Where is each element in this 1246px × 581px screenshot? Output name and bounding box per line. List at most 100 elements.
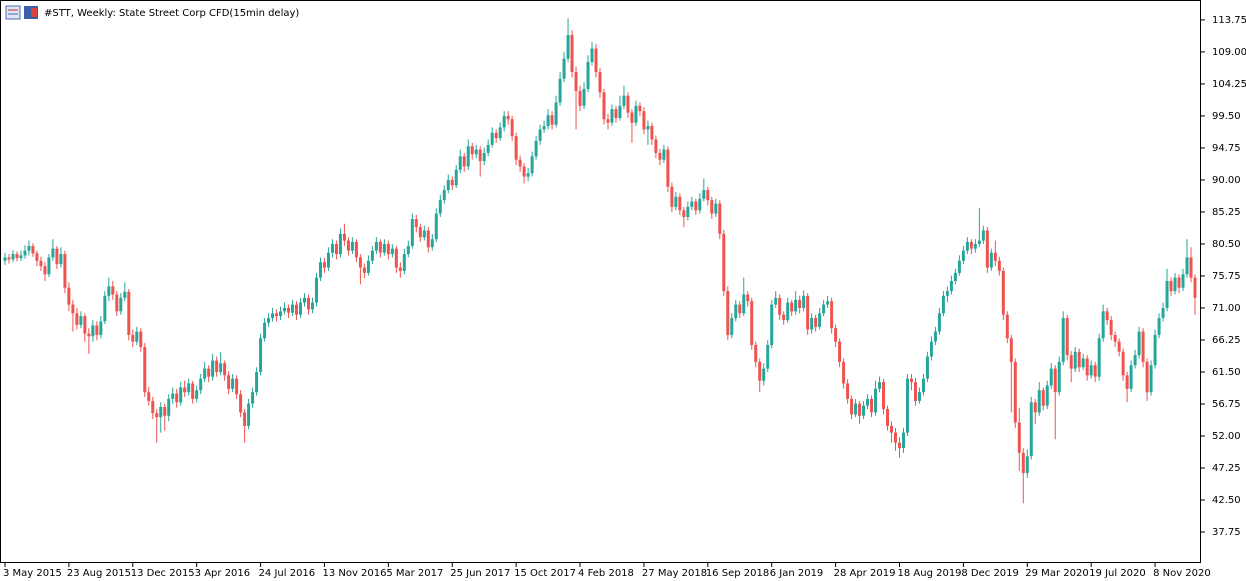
candle-body [1133,355,1137,366]
candle-body [334,243,338,255]
candle-body [969,241,973,249]
candle-body [973,243,977,249]
candle-body [1165,281,1169,308]
candle-body [71,304,75,314]
candle-body [642,111,646,130]
candle-body [95,325,99,335]
candle-body [686,206,690,217]
candle-body [346,240,350,251]
candle-body [758,361,762,381]
candle-body [882,382,886,410]
candle-body [981,230,985,241]
candle-body [490,132,494,145]
candle-body [442,190,446,201]
candle-body [115,294,119,312]
candle-body [909,378,913,383]
y-tick-label: 109.00 [1212,47,1246,58]
candle-body [602,92,606,120]
candle-body [798,299,802,308]
candle-body [358,257,362,268]
candle-body [271,313,275,319]
candle-body [1073,351,1077,369]
candle-body [139,331,143,348]
candle-body [223,363,227,376]
candle-body [989,252,993,268]
candle-body [342,233,346,241]
candle-body [267,318,271,323]
candle-body [259,338,263,372]
candle-body [275,313,279,317]
x-tick-label: 13 Nov 2016 [322,568,386,579]
candle-body [674,196,678,207]
candle-body [1125,375,1129,389]
candle-body [1009,338,1013,362]
candle-body [606,119,610,123]
candle-body [1033,402,1037,413]
candle-body [195,390,199,399]
x-tick-label: 4 Feb 2018 [578,568,634,579]
candle-body [734,304,738,319]
candle-body [534,140,538,157]
candle-body [498,127,502,139]
candle-body [27,245,31,251]
candle-body [39,260,43,267]
y-tick-label: 75.75 [1212,271,1241,282]
candle-body [362,267,366,273]
candle-body [862,405,866,416]
candle-body [822,304,826,314]
candle-body [219,363,223,372]
candle-body [730,318,734,335]
candle-body [1081,358,1085,368]
candle-body [458,156,462,170]
candle-body [75,313,79,325]
candle-body [482,152,486,162]
candle-body [326,252,330,268]
y-tick-label: 90.00 [1212,175,1241,186]
candle-body [127,291,131,335]
candle-body [390,248,394,255]
candle-body [826,301,830,305]
candle-body [830,301,834,329]
candle-body [714,203,718,214]
x-tick-label: 27 May 2018 [642,568,707,579]
candle-body [3,257,7,261]
candle-body [917,392,921,401]
candle-body [406,245,410,255]
x-tick-label: 19 Jul 2020 [1089,568,1146,579]
y-tick-label: 47.25 [1212,463,1241,474]
plot-frame [0,0,1201,563]
x-tick-label: 8 Dec 2019 [961,568,1019,579]
candle-body [398,267,402,271]
candle-body [414,219,418,228]
candle-body [1181,274,1185,288]
candle-body [834,328,838,342]
candle-body [985,230,989,268]
candle-body [530,156,534,174]
candle-body [993,252,997,261]
candle-body [191,383,195,399]
candle-body [211,360,215,377]
candle-body [933,331,937,342]
candle-body [119,297,123,312]
candle-body [718,203,722,234]
candle-body [1097,338,1101,377]
candle-body [1173,277,1177,292]
candle-body [662,149,666,160]
candle-body [402,254,406,271]
candle-body [590,48,594,62]
candle-body [554,102,558,125]
candle-body [965,241,969,251]
candle-body [374,241,378,251]
candle-body [694,201,698,211]
candle-body [338,233,342,255]
x-tick-label: 6 Jan 2019 [770,568,824,579]
candle-body [430,239,434,248]
candle-body [638,105,642,112]
candle-body [630,112,634,123]
candle-body [1189,257,1193,278]
candle-body [977,240,981,244]
candle-body [199,378,203,391]
candle-body [870,398,874,413]
candle-body [1089,365,1093,376]
candle-body [366,260,370,273]
